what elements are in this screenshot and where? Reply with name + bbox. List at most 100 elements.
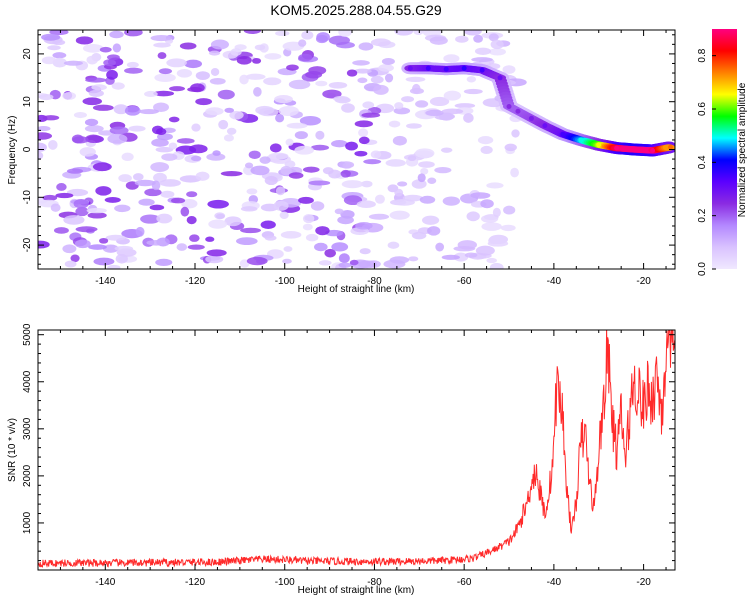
noise-blob	[278, 106, 299, 117]
noise-blob	[363, 159, 382, 165]
noise-blob	[107, 264, 121, 269]
noise-blob	[346, 69, 358, 77]
noise-blob	[187, 86, 203, 93]
noise-blob	[443, 90, 462, 101]
noise-blob	[355, 222, 373, 230]
noise-blob	[255, 105, 275, 115]
noise-blob	[176, 243, 188, 251]
noise-blob	[112, 43, 122, 53]
noise-blob	[156, 213, 173, 224]
noise-blob	[114, 204, 131, 213]
y-tick-label: -10	[22, 190, 33, 205]
noise-blob	[325, 229, 344, 237]
y-tick-label: 1000	[22, 511, 33, 534]
noise-blob	[337, 215, 354, 225]
noise-blob	[394, 30, 414, 36]
y-tick-label: 4000	[22, 370, 33, 393]
snr-ylabel: SNR (10 * v/v)	[7, 418, 18, 482]
noise-blob	[75, 36, 94, 45]
noise-blob	[373, 84, 389, 95]
noise-blob	[144, 90, 158, 98]
noise-blob	[84, 118, 99, 126]
noise-blob	[361, 112, 381, 118]
ridge-point	[542, 123, 548, 129]
noise-blob	[352, 60, 370, 66]
ridge-point	[632, 147, 638, 152]
noise-blob	[226, 127, 237, 135]
noise-blob	[334, 208, 344, 215]
noise-blob	[356, 200, 376, 209]
noise-blob	[389, 256, 410, 264]
noise-blob	[489, 262, 504, 269]
noise-blob	[254, 44, 266, 51]
noise-blob	[463, 30, 482, 36]
noise-blob	[503, 205, 516, 215]
y-tick-label: 5000	[22, 323, 33, 346]
noise-blob	[511, 129, 520, 138]
noise-blob	[268, 152, 289, 160]
noise-blob	[260, 220, 276, 229]
noise-blob	[105, 234, 126, 241]
noise-blob	[463, 113, 474, 123]
noise-blob	[378, 64, 394, 72]
noise-blob	[440, 147, 453, 153]
noise-blob	[466, 211, 480, 222]
noise-blob	[179, 42, 197, 50]
noise-blob	[160, 190, 175, 198]
noise-blob	[315, 80, 328, 87]
noise-blob	[429, 96, 450, 107]
noise-blob	[302, 166, 320, 173]
noise-blob	[184, 59, 203, 69]
noise-blob	[285, 138, 294, 146]
x-tick-label: -60	[457, 276, 472, 287]
noise-blob	[38, 142, 47, 152]
noise-blob	[155, 258, 173, 267]
noise-blob	[195, 171, 210, 181]
noise-blob	[264, 175, 278, 186]
noise-blob	[209, 77, 226, 85]
noise-blob	[169, 86, 186, 92]
noise-blob	[186, 215, 197, 225]
noise-blob	[208, 50, 221, 56]
signal-ridge	[401, 62, 675, 157]
noise-blob	[206, 153, 226, 161]
x-tick-label: -120	[185, 577, 205, 588]
ridge-point	[506, 103, 512, 109]
noise-blob	[151, 180, 161, 191]
noise-blob	[95, 186, 112, 196]
noise-blob	[438, 112, 454, 121]
noise-blob	[220, 171, 243, 177]
noise-blob	[368, 213, 390, 220]
noise-blob	[99, 46, 112, 53]
noise-blob	[341, 103, 355, 113]
noise-blob	[310, 144, 330, 151]
noise-blob	[236, 56, 252, 65]
noise-blob	[104, 197, 121, 203]
noise-blob	[288, 172, 304, 179]
noise-blob	[338, 262, 352, 268]
noise-blob	[99, 237, 109, 244]
noise-blob	[354, 120, 374, 128]
noise-blob	[121, 152, 134, 162]
noise-blob	[113, 104, 129, 115]
noise-blob	[362, 101, 375, 109]
x-tick-label: -140	[95, 276, 115, 287]
noise-blob	[109, 30, 124, 39]
noise-blob	[310, 201, 325, 211]
noise-blob	[370, 150, 382, 159]
colorbar: 0.0 0.2 0.4 0.6 0.8 Normalized spectral ampl…	[697, 29, 748, 276]
noise-blob	[301, 30, 314, 40]
noise-blob	[168, 116, 180, 123]
snr-background	[38, 330, 675, 570]
noise-blob	[82, 43, 104, 53]
noise-blob	[397, 181, 408, 187]
noise-blob	[64, 260, 77, 268]
noise-blob	[240, 206, 258, 212]
noise-blob	[190, 155, 202, 162]
y-tick-label: 0	[22, 146, 33, 152]
noise-blob	[370, 38, 391, 47]
noise-blob	[134, 179, 156, 187]
noise-blob	[73, 111, 87, 119]
snr-series-line	[38, 330, 675, 568]
noise-blob	[149, 204, 165, 211]
